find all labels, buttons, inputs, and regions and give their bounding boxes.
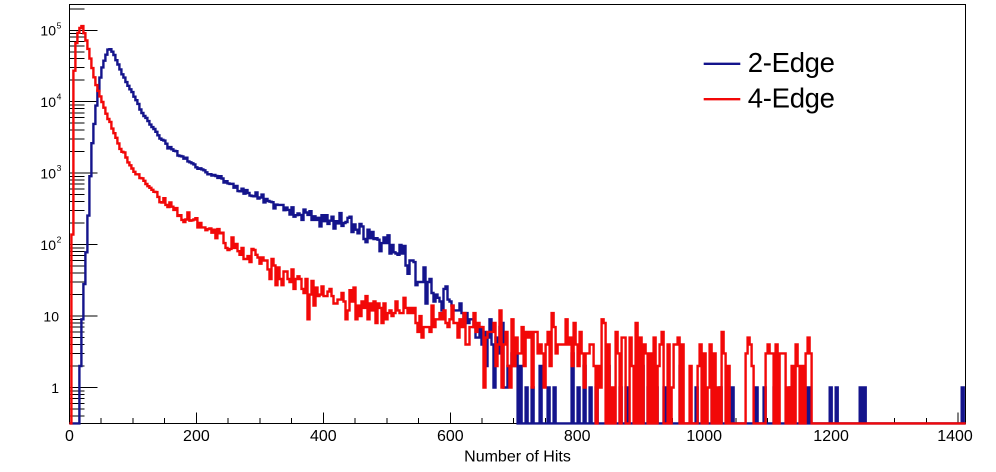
svg-text:1: 1 [51,380,59,396]
svg-text:10: 10 [40,166,56,182]
svg-text:1000: 1000 [686,428,722,445]
svg-text:4-Edge: 4-Edge [748,83,835,114]
svg-text:10: 10 [43,308,59,324]
svg-text:2-Edge: 2-Edge [748,47,835,78]
svg-text:600: 600 [437,428,464,445]
svg-text:10: 10 [40,23,56,39]
svg-text:10: 10 [40,94,56,110]
svg-text:400: 400 [310,428,337,445]
svg-text:4: 4 [57,92,62,102]
svg-text:1200: 1200 [813,428,849,445]
svg-text:1400: 1400 [937,428,973,445]
svg-text:2: 2 [57,235,62,245]
svg-text:800: 800 [564,428,591,445]
svg-text:10: 10 [40,237,56,253]
svg-text:Number of Hits: Number of Hits [464,449,571,466]
svg-text:5: 5 [57,20,62,30]
svg-text:3: 3 [57,163,62,173]
svg-text:200: 200 [183,428,210,445]
svg-text:0: 0 [65,428,74,445]
